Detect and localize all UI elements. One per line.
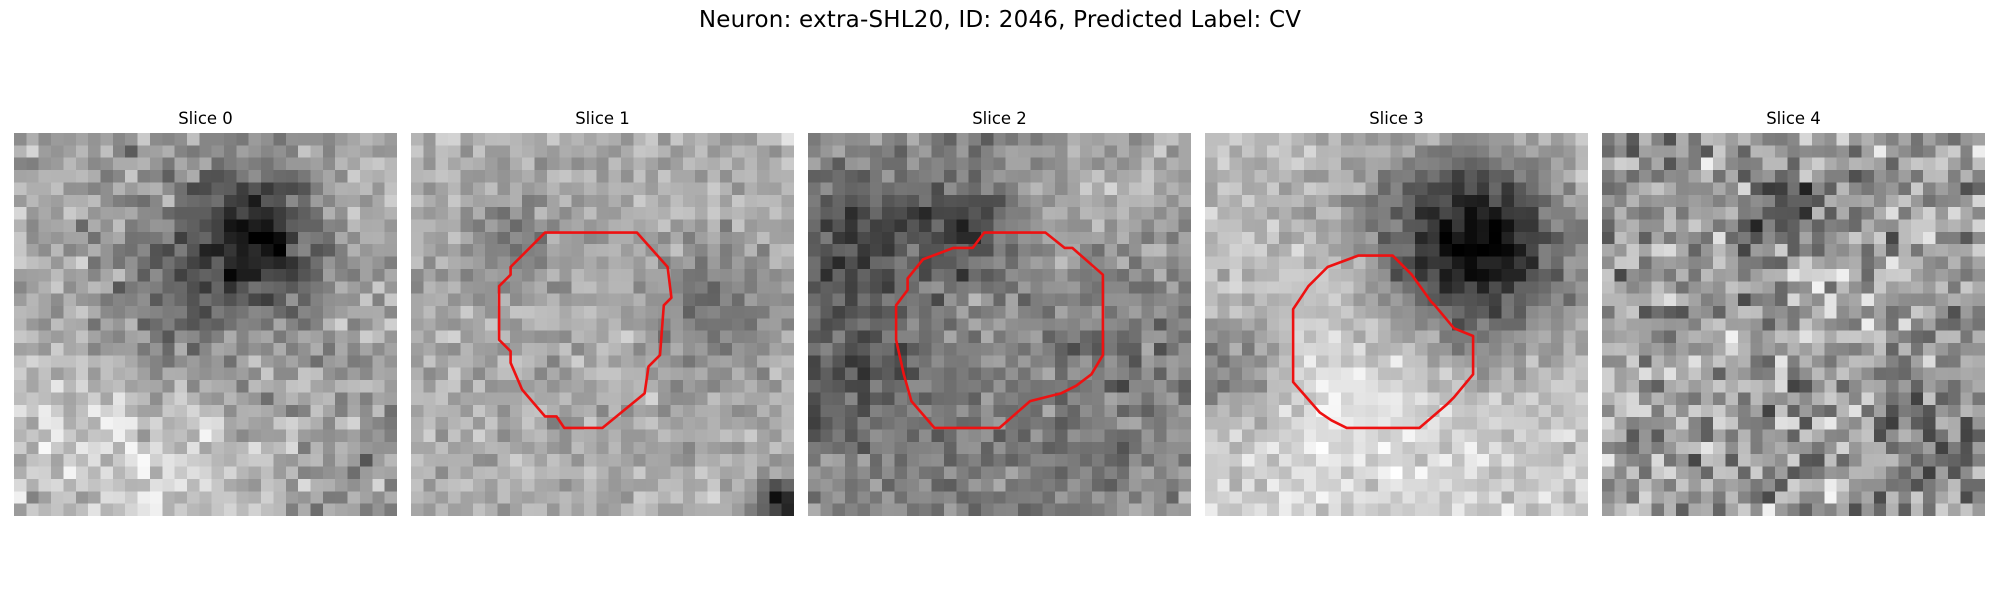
slice-panel-0: Slice 0 (14, 108, 397, 516)
slice-image-4 (1602, 133, 1985, 516)
segmentation-contour (1291, 254, 1475, 430)
slice-image-1 (411, 133, 794, 516)
slice-pixels (411, 133, 794, 516)
slice-panel-3: Slice 3 (1205, 108, 1588, 516)
slice-image-2 (808, 133, 1191, 516)
figure-title: Neuron: extra-SHL20, ID: 2046, Predicted… (698, 7, 1302, 33)
slice-panel-2: Slice 2 (808, 108, 1191, 516)
slice-image-0 (14, 133, 397, 516)
slice-title-3: Slice 3 (1369, 109, 1424, 128)
slice-pixels (808, 133, 1191, 516)
slice-title-2: Slice 2 (972, 109, 1027, 128)
segmentation-contour (894, 231, 1105, 430)
slice-title-0: Slice 0 (178, 109, 233, 128)
slice-pixels (14, 133, 397, 516)
slice-title-1: Slice 1 (575, 109, 630, 128)
segmentation-contour (497, 231, 673, 430)
slice-pixels (1205, 133, 1588, 516)
slice-pixels (1602, 133, 1985, 516)
slice-panel-1: Slice 1 (411, 108, 794, 516)
slice-panel-4: Slice 4 (1602, 108, 1985, 516)
slice-title-4: Slice 4 (1766, 109, 1821, 128)
slice-image-3 (1205, 133, 1588, 516)
